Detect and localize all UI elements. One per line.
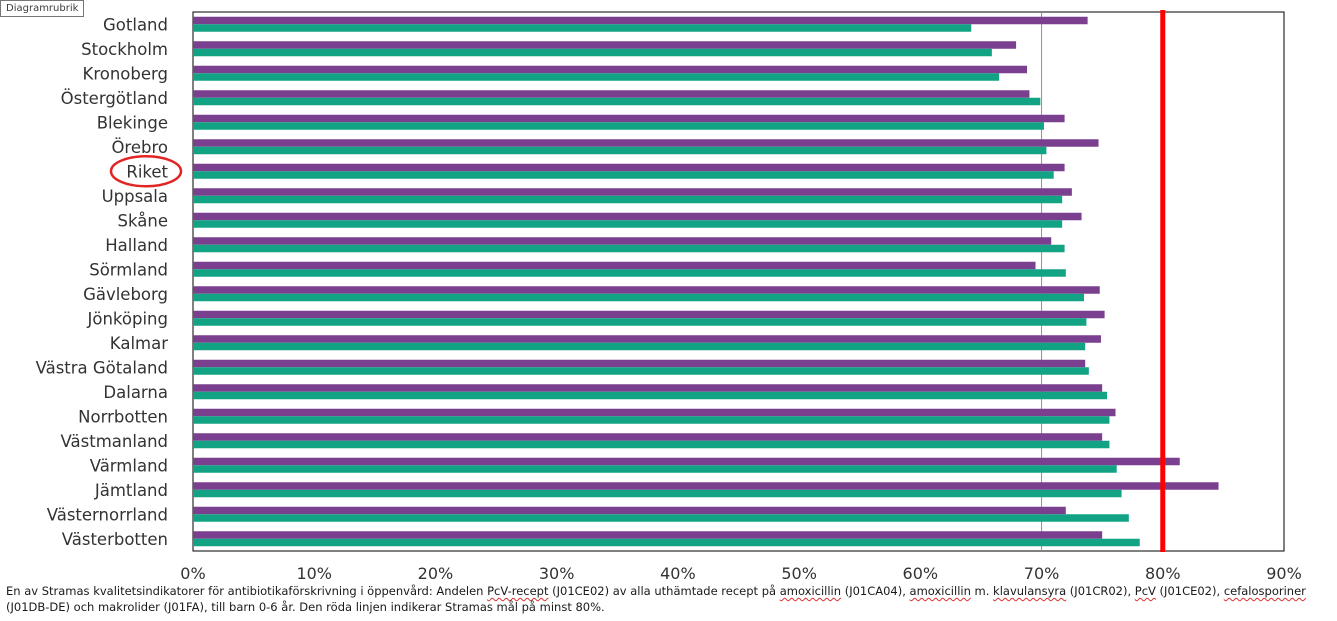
bar-series-1 bbox=[193, 482, 1219, 490]
x-tick-label: 90% bbox=[1266, 564, 1302, 582]
category-label: Stockholm bbox=[81, 40, 168, 59]
bar-series-1 bbox=[193, 506, 1066, 515]
caption-text-6: (J01CE02), bbox=[1155, 584, 1224, 598]
category-label: Västernorrland bbox=[47, 505, 168, 524]
x-tick-label: 70% bbox=[1024, 564, 1060, 582]
x-tick-label: 30% bbox=[539, 564, 575, 582]
bar-series-2 bbox=[193, 195, 1063, 204]
category-label: Gävleborg bbox=[83, 285, 168, 304]
caption-term-klavulansyra: klavulansyra bbox=[993, 584, 1067, 598]
category-label: Norrbotten bbox=[78, 407, 168, 426]
category-label: Blekinge bbox=[97, 113, 168, 132]
bar-series-1 bbox=[193, 433, 1103, 441]
bar-series-1 bbox=[193, 163, 1065, 172]
caption-term-cefalosporiner: cefalosporiner bbox=[1223, 584, 1306, 598]
bar-series-2 bbox=[193, 220, 1063, 228]
x-tick-label: 80% bbox=[1145, 564, 1181, 582]
chart-title-tooltip: Diagramrubrik bbox=[0, 0, 85, 17]
category-label: Västerbotten bbox=[62, 530, 168, 549]
category-label: Kronoberg bbox=[83, 64, 168, 83]
bar-series-1 bbox=[193, 41, 1017, 49]
x-tick-label: 20% bbox=[418, 564, 454, 582]
category-label: Uppsala bbox=[102, 187, 168, 206]
x-tick-label: 40% bbox=[660, 564, 696, 582]
bar-series-1 bbox=[193, 114, 1065, 123]
figure-caption: En av Stramas kvalitetsindikatorer för a… bbox=[6, 583, 1326, 615]
bar-series-1 bbox=[193, 335, 1101, 343]
category-label: Östergötland bbox=[61, 89, 168, 108]
category-label: Dalarna bbox=[103, 383, 168, 402]
bar-series-2 bbox=[193, 269, 1066, 277]
bar-series-1 bbox=[193, 212, 1082, 221]
bar-series-1 bbox=[193, 359, 1086, 368]
bar-series-1 bbox=[193, 261, 1036, 270]
category-label: Västmanland bbox=[61, 432, 168, 451]
bar-series-2 bbox=[193, 171, 1054, 179]
caption-term-amoxicillin: amoxicillin bbox=[779, 584, 842, 598]
category-label: Örebro bbox=[111, 138, 168, 157]
caption-text-4: m. bbox=[970, 584, 994, 598]
category-label: Västra Götaland bbox=[36, 358, 168, 377]
bar-series-2 bbox=[193, 24, 972, 32]
bar-series-2 bbox=[193, 293, 1084, 302]
bar-series-2 bbox=[193, 465, 1117, 473]
bar-series-1 bbox=[193, 531, 1103, 539]
category-label: Gotland bbox=[103, 15, 168, 34]
bar-series-1 bbox=[193, 16, 1088, 25]
category-label: Halland bbox=[105, 236, 168, 255]
bar-series-2 bbox=[193, 538, 1140, 547]
x-tick-label: 10% bbox=[296, 564, 332, 582]
bar-series-2 bbox=[193, 416, 1110, 424]
bar-series-1 bbox=[193, 310, 1105, 319]
bar-series-1 bbox=[193, 139, 1099, 147]
bar-series-2 bbox=[193, 244, 1065, 253]
category-label: Jönköping bbox=[87, 309, 168, 328]
caption-text-5: (J01CR02), bbox=[1066, 584, 1135, 598]
bar-series-1 bbox=[193, 457, 1180, 466]
caption-text-7: (J01DB-DE) och makrolider (J01FA), till … bbox=[6, 600, 605, 614]
bar-series-2 bbox=[193, 48, 992, 57]
bar-series-2 bbox=[193, 440, 1110, 449]
bar-series-2 bbox=[193, 342, 1086, 351]
category-label: Skåne bbox=[118, 211, 168, 230]
caption-term-pcv-recept: PcV-recept bbox=[487, 584, 549, 598]
bar-series-1 bbox=[193, 90, 1030, 98]
category-label: Riket bbox=[126, 162, 168, 181]
x-tick-label: 50% bbox=[781, 564, 817, 582]
bar-series-2 bbox=[193, 367, 1089, 375]
category-label: Jämtland bbox=[94, 481, 168, 500]
bar-series-1 bbox=[193, 65, 1028, 74]
caption-text-1: En av Stramas kvalitetsindikatorer för a… bbox=[6, 584, 488, 598]
bar-series-1 bbox=[193, 286, 1100, 294]
caption-term-pcv: PcV bbox=[1134, 584, 1156, 598]
bar-series-1 bbox=[193, 408, 1116, 417]
x-tick-label: 0% bbox=[180, 564, 205, 582]
bar-series-2 bbox=[193, 97, 1041, 106]
caption-text-2: (J01CE02) av alla uthämtade recept på bbox=[548, 584, 780, 598]
bar-series-2 bbox=[193, 146, 1047, 155]
bar-series-2 bbox=[193, 514, 1129, 522]
caption-term-amoxicillin-2: amoxicillin bbox=[909, 584, 971, 598]
bar-series-1 bbox=[193, 384, 1103, 392]
category-label: Värmland bbox=[90, 456, 168, 475]
category-label: Sörmland bbox=[89, 260, 168, 279]
bar-series-2 bbox=[193, 391, 1108, 400]
bar-series-2 bbox=[193, 318, 1087, 326]
bar-series-2 bbox=[193, 73, 1000, 81]
bar-series-2 bbox=[193, 489, 1122, 498]
bar-series-1 bbox=[193, 237, 1052, 245]
bar-chart: Gotland Stockholm Kronoberg Östergötland Ble… bbox=[36, 10, 1302, 582]
highlight-circle bbox=[109, 155, 183, 188]
category-label: Kalmar bbox=[110, 334, 168, 353]
x-tick-label: 60% bbox=[903, 564, 939, 582]
bar-series-2 bbox=[193, 122, 1044, 130]
bar-series-1 bbox=[193, 188, 1072, 196]
caption-text-3: (J01CA04), bbox=[841, 584, 910, 598]
